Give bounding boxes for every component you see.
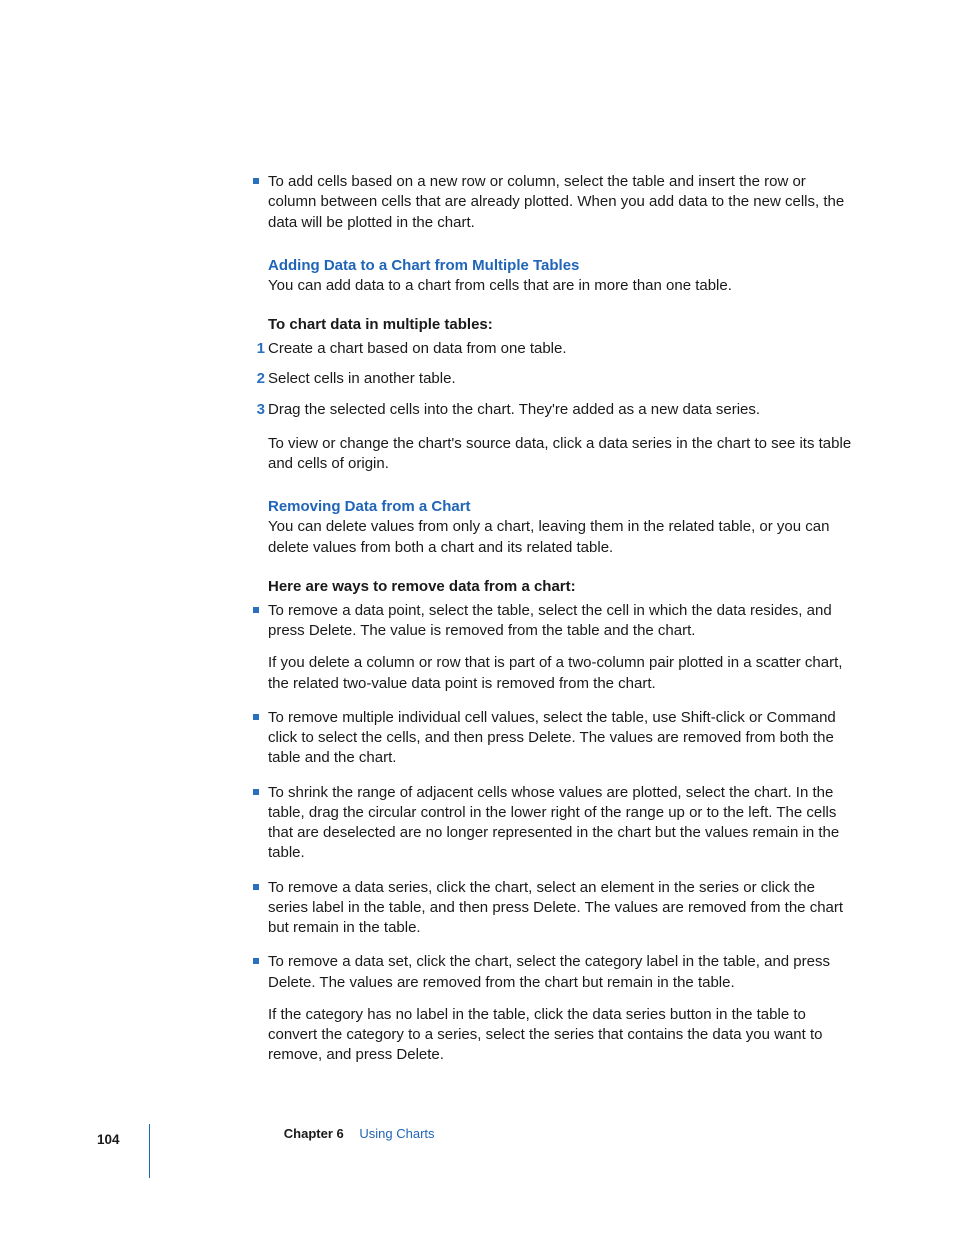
footer-divider xyxy=(149,1124,150,1178)
section-heading-adding-data: Adding Data to a Chart from Multiple Tab… xyxy=(268,257,858,274)
page-content: To add cells based on a new row or colum… xyxy=(268,172,858,1080)
page-footer: 104 Chapter 6 Using Charts xyxy=(97,1132,857,1186)
bullet-icon xyxy=(253,714,259,720)
step-number: 1 xyxy=(253,339,265,359)
list-item: To add cells based on a new row or colum… xyxy=(268,172,858,233)
body-text: To add cells based on a new row or colum… xyxy=(268,173,844,231)
list-item: 3 Drag the selected cells into the chart… xyxy=(268,400,858,420)
list-item: To remove multiple individual cell value… xyxy=(268,708,858,769)
body-text: Drag the selected cells into the chart. … xyxy=(268,401,760,418)
chapter-reference: Chapter 6 Using Charts xyxy=(284,1126,435,1141)
bullet-icon xyxy=(253,884,259,890)
task-heading: To chart data in multiple tables: xyxy=(268,316,858,333)
step-number: 2 xyxy=(253,369,265,389)
body-text: Create a chart based on data from one ta… xyxy=(268,340,567,357)
body-text: To shrink the range of adjacent cells wh… xyxy=(268,784,839,862)
chapter-label: Chapter 6 xyxy=(284,1126,344,1141)
body-text: If the category has no label in the tabl… xyxy=(268,1005,858,1066)
list-item: 2 Select cells in another table. xyxy=(268,369,858,389)
list-item: To remove a data series, click the chart… xyxy=(268,878,858,939)
body-text: To view or change the chart's source dat… xyxy=(268,434,858,475)
bullet-icon xyxy=(253,958,259,964)
list-item: To shrink the range of adjacent cells wh… xyxy=(268,783,858,864)
body-text: To remove a data set, click the chart, s… xyxy=(268,953,830,990)
task-heading: Here are ways to remove data from a char… xyxy=(268,578,858,595)
step-number: 3 xyxy=(253,400,265,420)
list-item: To remove a data point, select the table… xyxy=(268,601,858,694)
page-number: 104 xyxy=(97,1132,120,1147)
list-item: 1 Create a chart based on data from one … xyxy=(268,339,858,359)
bullet-icon xyxy=(253,178,259,184)
list-item: To remove a data set, click the chart, s… xyxy=(268,952,858,1065)
body-text: You can delete values from only a chart,… xyxy=(268,517,858,558)
body-text: If you delete a column or row that is pa… xyxy=(268,653,858,694)
chapter-title: Using Charts xyxy=(359,1126,434,1141)
body-text: To remove multiple individual cell value… xyxy=(268,709,836,767)
body-text: You can add data to a chart from cells t… xyxy=(268,276,858,296)
section-heading-removing-data: Removing Data from a Chart xyxy=(268,498,858,515)
body-text: To remove a data point, select the table… xyxy=(268,602,832,639)
bullet-icon xyxy=(253,607,259,613)
bullet-icon xyxy=(253,789,259,795)
body-text: Select cells in another table. xyxy=(268,370,456,387)
body-text: To remove a data series, click the chart… xyxy=(268,879,843,937)
